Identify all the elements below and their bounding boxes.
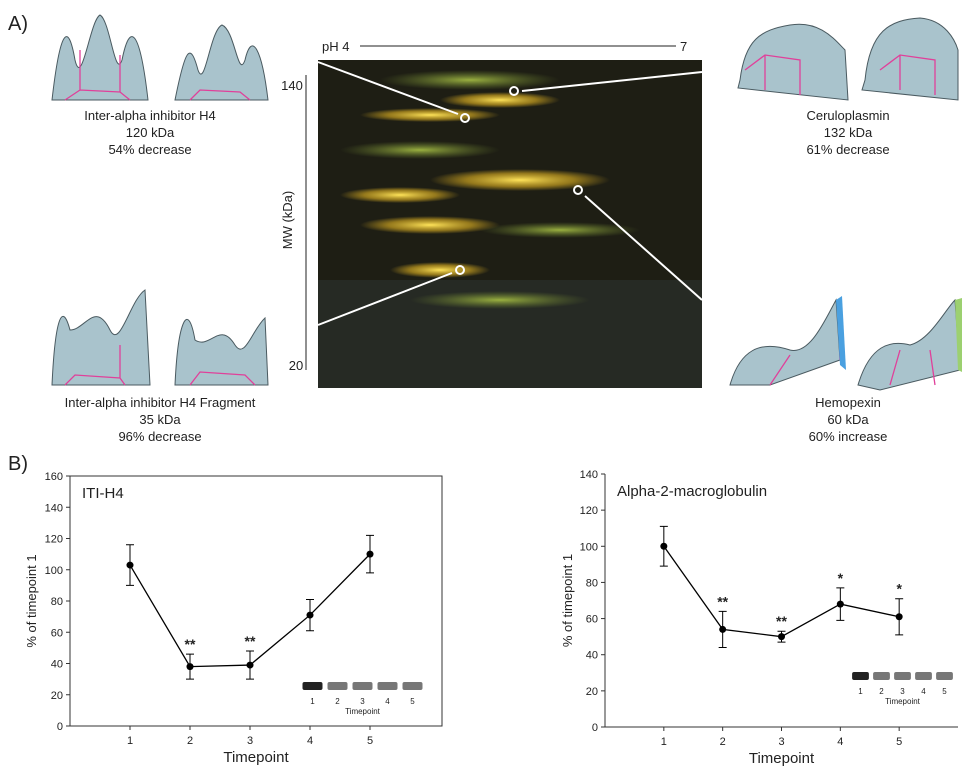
significance-label: * [838,570,844,586]
significance-label: * [896,581,902,597]
x-tick-label: 2 [720,736,726,748]
protein-captions: Inter-alpha inhibitor H4 120 kDa 54% dec… [65,108,890,444]
blot-band [894,672,911,680]
blot-band [352,682,373,690]
ph-label: 7 [680,39,687,54]
protein-change: 54% decrease [108,142,191,157]
blot-band [873,672,890,680]
y-tick-label: 20 [586,686,598,698]
mw-axis-title: MW (kDa) [280,191,295,250]
protein-change: 96% decrease [118,429,201,444]
panel-label: A) [8,13,28,35]
data-point [778,633,785,641]
y-tick-label: 20 [51,690,63,702]
lane-label: 2 [335,697,340,706]
lane-label: 3 [900,687,905,696]
y-tick-label: 40 [51,659,63,671]
mw-label: 20 [289,358,303,373]
blot-band [852,672,869,680]
lane-label: 4 [921,687,926,696]
significance-label: ** [717,593,728,609]
protein-mass: 60 kDa [827,412,869,427]
y-tick-label: 120 [580,505,598,517]
y-axis-title: % of timepoint 1 [24,554,39,647]
lane-label: 3 [360,697,365,706]
peak-highlight [836,296,846,370]
lane-label: 5 [410,697,415,706]
data-point [660,542,668,550]
chart-title: Alpha-2-macroglobulin [617,483,767,500]
protein-mass: 120 kDa [126,125,175,140]
blot-band [302,682,323,690]
inset-label: Timepoint [885,697,921,706]
y-tick-label: 60 [586,614,598,626]
data-point [719,625,727,633]
x-tick-label: 5 [896,736,902,748]
protein-name: Ceruloplasmin [806,108,889,123]
significance-label: ** [245,633,256,649]
protein-name: Inter-alpha inhibitor H4 [84,108,216,123]
x-tick-label: 2 [187,735,193,747]
protein-mass: 35 kDa [139,412,181,427]
y-tick-label: 140 [45,502,63,514]
y-tick-label: 80 [51,596,63,608]
data-point [836,600,844,608]
x-tick-label: 1 [127,735,133,747]
blot-band [936,672,953,680]
x-tick-label: 3 [778,736,784,748]
blot-band [327,682,348,690]
data-line [129,553,371,668]
ph-label: pH 4 [322,39,349,54]
y-tick-label: 120 [45,534,63,546]
blot-band [915,672,932,680]
x-tick-label: 4 [837,736,843,748]
lane-label: 1 [858,687,863,696]
inset-label: Timepoint [345,707,381,716]
y-tick-label: 0 [592,722,598,734]
significance-label: ** [185,636,196,652]
y-tick-label: 140 [580,469,598,481]
protein-name: Inter-alpha inhibitor H4 Fragment [65,395,256,410]
lane-label: 1 [310,697,315,706]
y-tick-label: 100 [45,565,63,577]
significance-label: ** [776,613,787,629]
lane-label: 5 [942,687,947,696]
lane-label: 4 [385,697,390,706]
data-point [366,550,374,558]
y-tick-label: 100 [580,541,598,553]
x-tick-label: 3 [247,735,253,747]
peak-highlight [955,298,962,372]
x-tick-label: 1 [661,736,667,748]
protein-name: Hemopexin [815,395,881,410]
y-tick-label: 0 [57,721,63,733]
protein-change: 61% decrease [806,142,889,157]
blot-band [377,682,398,690]
data-point [186,663,194,671]
y-tick-label: 80 [586,577,598,589]
y-axis-title: % of timepoint 1 [560,554,575,647]
panel-label: B) [8,453,28,475]
gel-image [317,60,703,388]
mw-label: 140 [281,78,303,93]
x-tick-label: 4 [307,735,313,747]
x-axis-title: Timepoint [223,749,289,766]
lane-label: 2 [879,687,884,696]
x-axis-title: Timepoint [749,750,815,767]
data-point [126,561,134,569]
peak-outlines [64,50,936,386]
y-tick-label: 60 [51,627,63,639]
protein-change: 60% increase [809,429,888,444]
peak-renderings [51,14,961,391]
data-point [306,611,314,619]
y-tick-label: 40 [586,650,598,662]
x-tick-label: 5 [367,735,373,747]
data-point [895,613,903,621]
chart-title: ITI-H4 [82,485,124,502]
protein-mass: 132 kDa [824,125,873,140]
data-point [246,661,254,669]
y-tick-label: 160 [45,471,63,483]
blot-band [402,682,423,690]
